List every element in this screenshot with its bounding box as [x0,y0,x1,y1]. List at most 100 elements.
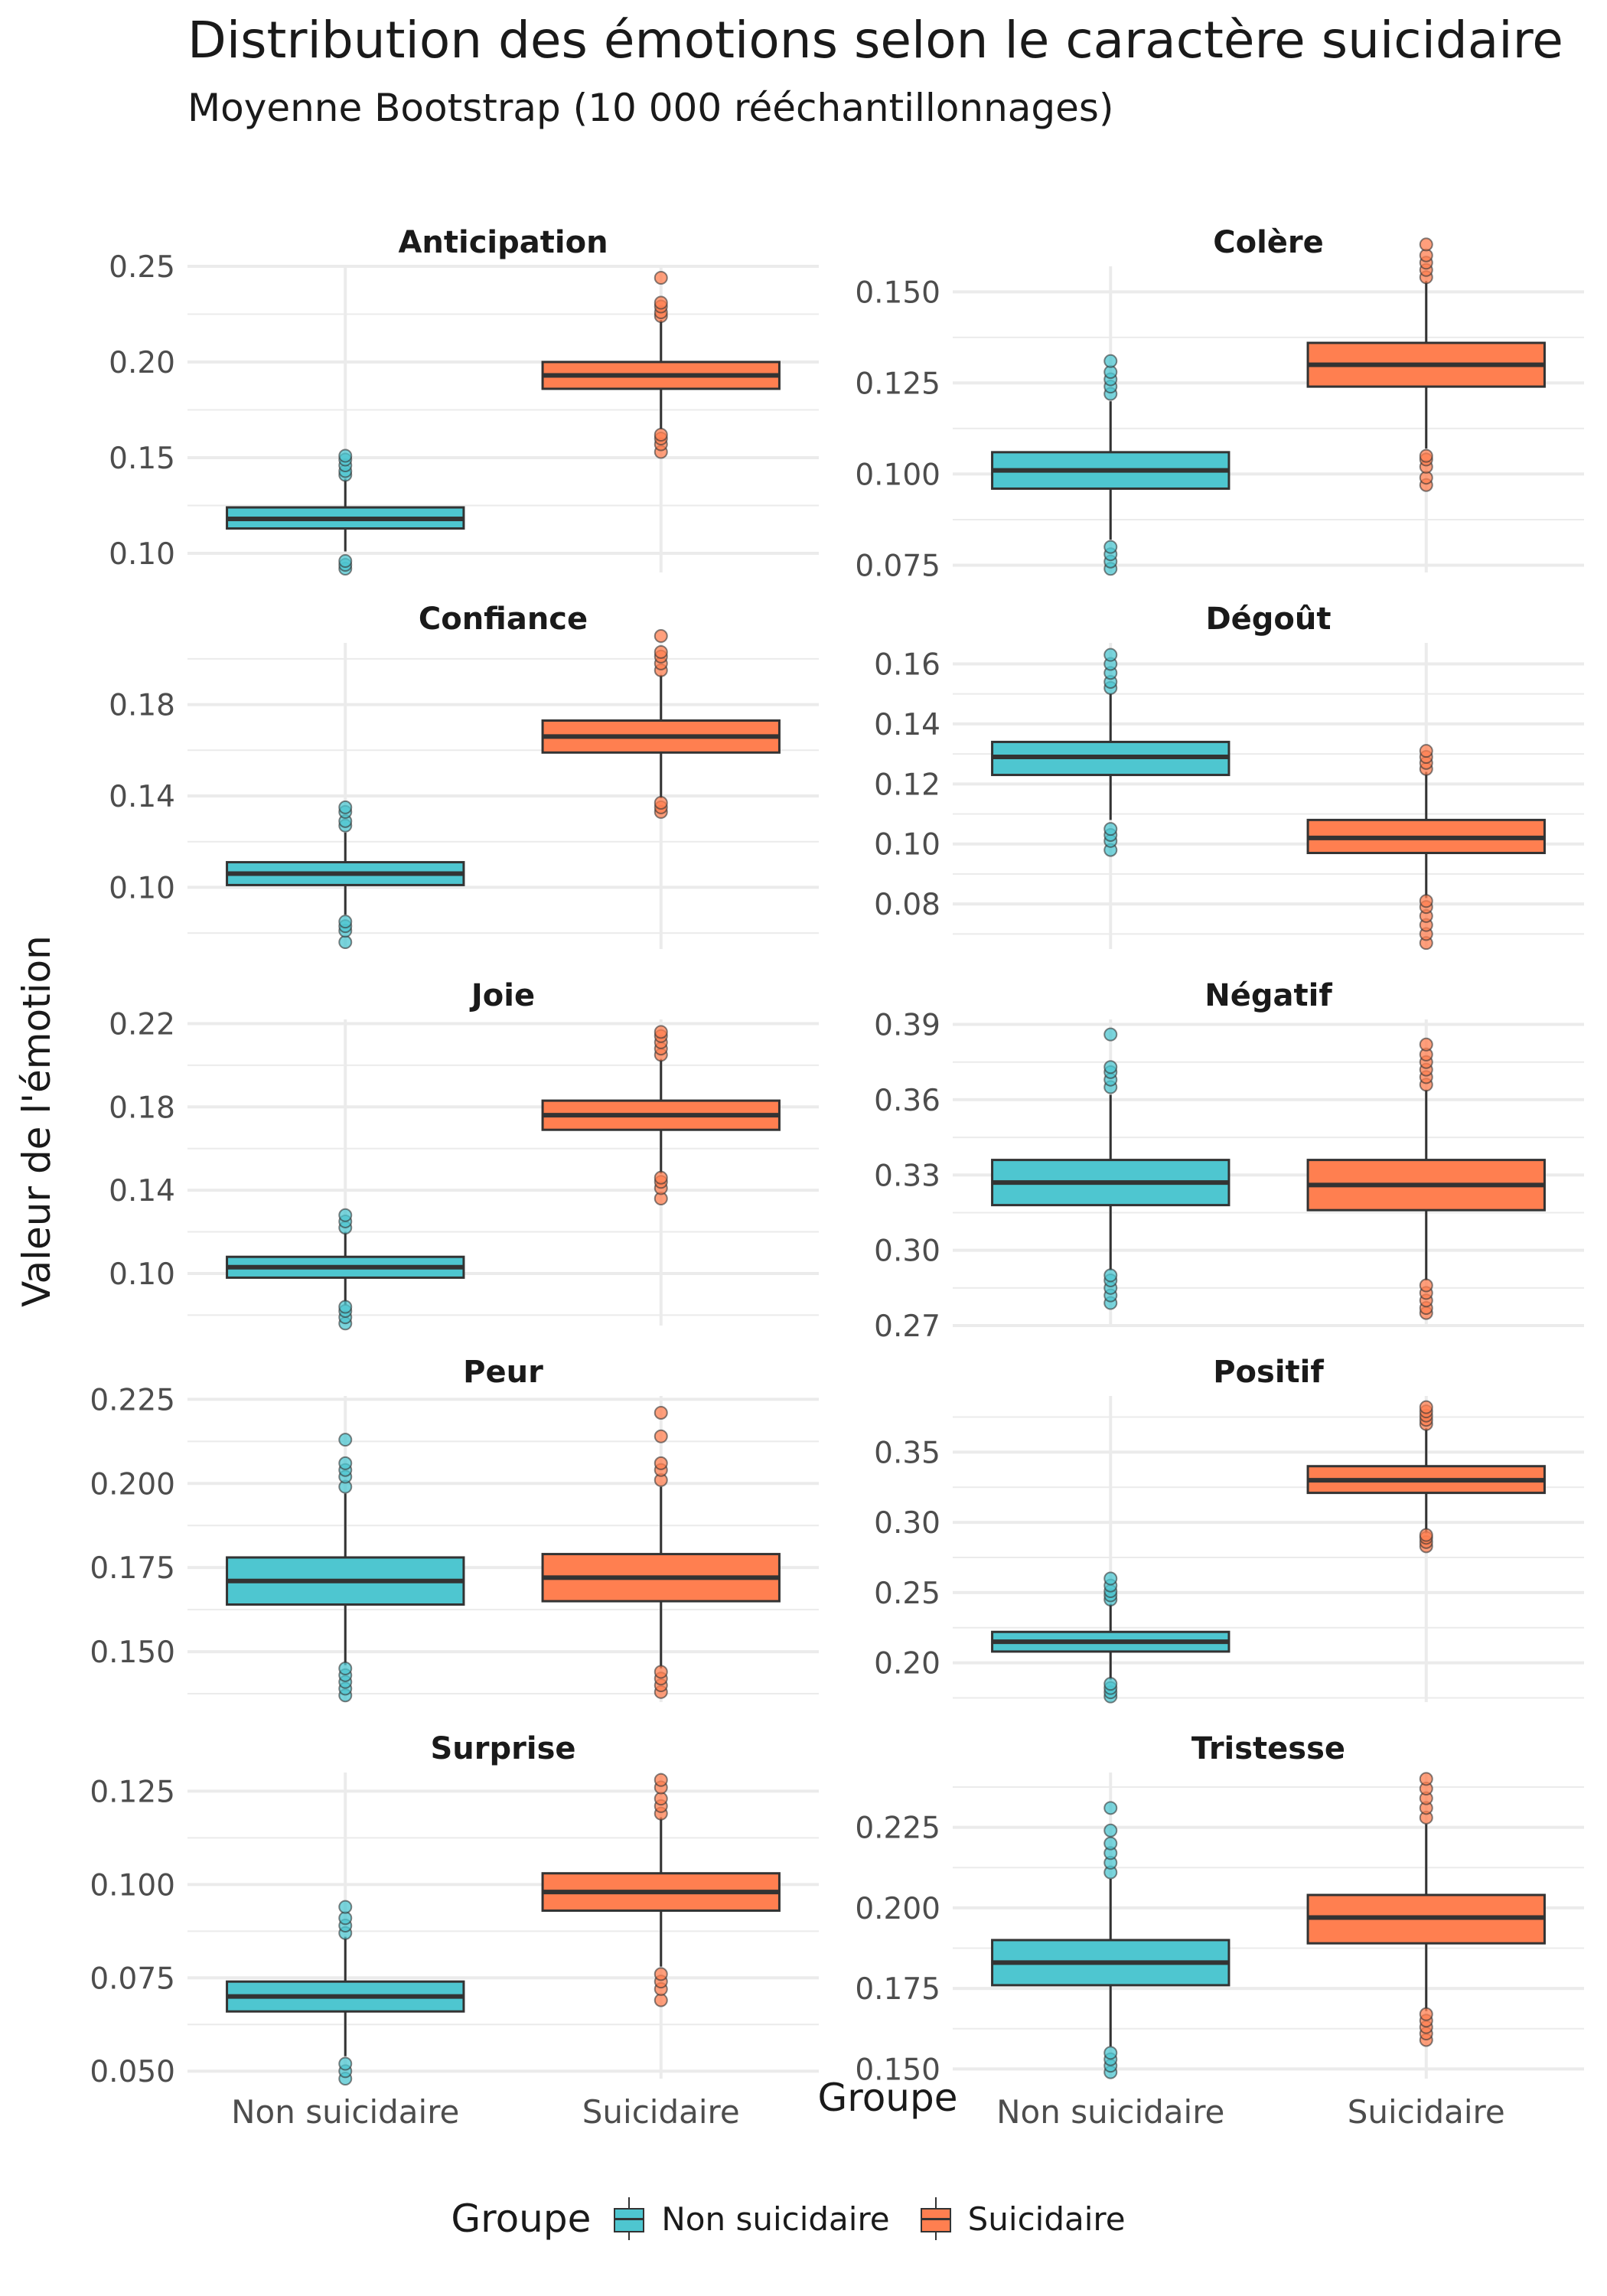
outlier-point [1103,354,1118,368]
legend-label: Suicidaire [967,2200,1126,2238]
outlier-point [1103,1677,1118,1691]
outlier-point [654,1993,668,2007]
outlier-point [654,1456,668,1470]
outlier-point [338,1662,353,1676]
outlier-point [654,1429,668,1443]
outlier-point [338,800,353,814]
panel-title: Confiance [419,602,588,637]
outlier-point [1419,448,1433,463]
y-tick-label: 0.050 [90,2055,175,2089]
y-tick-label: 0.20 [874,1647,940,1681]
outlier-point [654,1170,668,1185]
y-tick-label: 0.15 [109,442,175,476]
y-tick-label: 0.36 [874,1084,940,1118]
x-tick-label: Suicidaire [1348,2093,1505,2131]
panel-title: Anticipation [398,225,608,260]
legend: Groupe Non suicidaire Suicidaire [0,2197,1607,2241]
y-tick-label: 0.22 [109,1007,175,1042]
x-tick-label: Suicidaire [582,2093,740,2131]
outlier-point [1103,1823,1118,1838]
outlier-point [1103,540,1118,554]
y-tick-label: 0.33 [874,1159,940,1193]
y-tick-label: 0.150 [855,276,940,310]
outlier-point [338,1300,353,1314]
panel-title: Colère [1213,225,1324,260]
y-tick-label: 0.14 [109,780,175,814]
outlier-point [1419,1400,1433,1414]
y-tick-label: 0.100 [90,1868,175,1903]
y-tick-label: 0.10 [874,828,940,863]
outlier-point [1103,1571,1118,1586]
outlier-point [1103,822,1118,837]
outlier-point [338,1433,353,1447]
outlier-point [1419,237,1433,252]
x-tick-label: Non suicidaire [996,2093,1224,2131]
y-tick-label: 0.150 [90,1636,175,1670]
outlier-point [1419,744,1433,758]
outlier-point [338,1456,353,1470]
outlier-point [338,1208,353,1222]
outlier-point [654,1792,668,1806]
y-tick-label: 0.075 [855,549,940,583]
outlier-point [1419,1772,1433,1786]
outlier-point [1103,1268,1118,1283]
outlier-point [338,915,353,929]
outlier-point [1103,1801,1118,1815]
outlier-point [338,935,353,950]
panel-title: Surprise [430,1731,575,1766]
outlier-point [1419,2007,1433,2021]
y-tick-label: 0.10 [109,537,175,572]
outlier-point [338,1911,353,1926]
y-tick-label: 0.16 [874,647,940,682]
y-tick-label: 0.25 [874,1577,940,1611]
panel-title: Peur [463,1355,543,1390]
y-tick-label: 0.150 [855,2053,940,2087]
legend-item-suicidaire: Suicidaire [920,2197,1126,2240]
y-tick-label: 0.30 [874,1234,940,1269]
y-tick-label: 0.200 [90,1467,175,1502]
outlier-point [654,295,668,310]
outlier-point [1103,1060,1118,1075]
y-tick-label: 0.10 [109,1257,175,1292]
y-tick-label: 0.14 [109,1174,175,1208]
outlier-point [654,644,668,659]
outlier-point [338,2056,353,2071]
outlier-point [1419,1278,1433,1293]
outlier-point [654,428,668,442]
outlier-point [654,271,668,285]
panel-title: Positif [1213,1355,1324,1390]
chart-subtitle: Moyenne Bootstrap (10 000 rééchantillonn… [187,86,1114,130]
chart-title: Distribution des émotions selon le carac… [187,11,1563,70]
y-tick-label: 0.225 [855,1812,940,1846]
legend-item-non-suicidaire: Non suicidaire [614,2197,890,2240]
panel-title: Dégoût [1205,602,1331,637]
legend-key-icon [614,2197,645,2240]
x-tick-label: Non suicidaire [231,2093,459,2131]
y-tick-label: 0.14 [874,708,940,742]
panel-title: Tristesse [1191,1731,1345,1766]
y-tick-label: 0.175 [90,1551,175,1586]
y-tick-label: 0.075 [90,1962,175,1996]
panel-title: Négatif [1204,978,1332,1013]
outlier-point [338,1900,353,1914]
y-tick-label: 0.225 [90,1383,175,1417]
y-tick-label: 0.30 [874,1506,940,1541]
legend-title: Groupe [451,2197,592,2241]
outlier-point [654,795,668,810]
y-tick-label: 0.12 [874,768,940,802]
outlier-point [654,1025,668,1039]
outlier-point [654,1967,668,1981]
outlier-point [1419,1528,1433,1542]
y-tick-label: 0.20 [109,346,175,380]
x-axis-label: Groupe [817,2076,958,2120]
outlier-point [1103,1027,1118,1042]
y-tick-label: 0.08 [874,888,940,922]
outlier-point [338,554,353,568]
outlier-point [654,629,668,644]
y-tick-label: 0.125 [855,367,940,401]
y-tick-label: 0.35 [874,1436,940,1470]
legend-label: Non suicidaire [661,2200,890,2238]
outlier-point [1103,2046,1118,2060]
